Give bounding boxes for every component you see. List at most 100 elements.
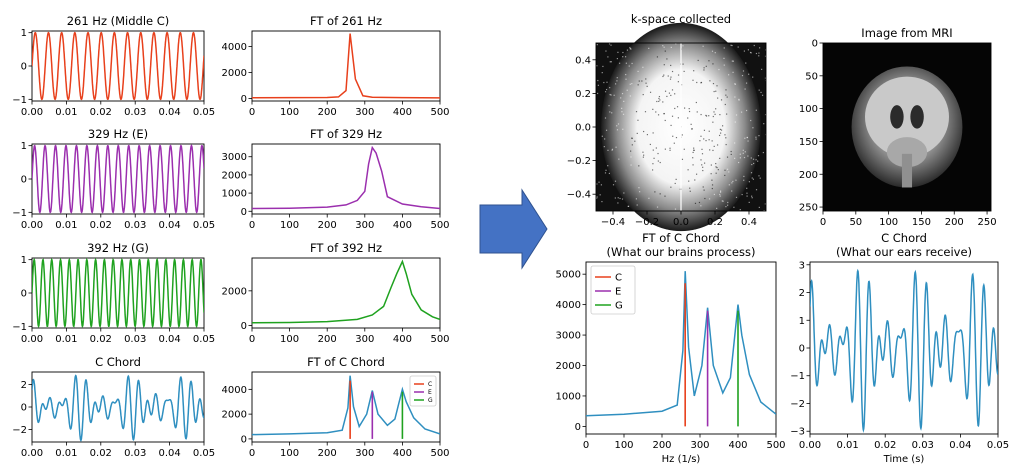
- kspace-speckle: [668, 92, 671, 94]
- chart-title: Image from MRI: [861, 26, 952, 40]
- kspace-speckle: [702, 186, 704, 188]
- kspace-speckle: [670, 64, 672, 67]
- kspace-speckle: [672, 135, 674, 137]
- kspace-speckle: [664, 119, 666, 122]
- x-tick-label: 0.01: [836, 440, 858, 451]
- kspace-speckle: [638, 165, 640, 167]
- kspace-speckle: [604, 117, 607, 119]
- y-tick-label: 2000: [222, 286, 247, 297]
- kspace-speckle: [693, 147, 695, 149]
- kspace-speckle: [608, 43, 611, 45]
- y-tick-label: 0: [575, 422, 581, 433]
- kspace-speckle: [627, 205, 629, 207]
- kspace-speckle: [609, 61, 611, 63]
- kspace-speckle: [711, 140, 713, 142]
- y-tick-label: 4000: [556, 300, 581, 311]
- kspace-speckle: [761, 68, 763, 70]
- kspace-speckle: [652, 132, 654, 134]
- kspace-speckle: [662, 75, 664, 78]
- y-tick-label: 3000: [222, 152, 247, 163]
- kspace-speckle: [743, 156, 746, 159]
- kspace-speckle: [758, 52, 760, 54]
- kspace-speckle: [752, 178, 755, 180]
- y-tick-label: 0: [799, 344, 805, 355]
- kspace-speckle: [726, 168, 729, 170]
- kspace-speckle: [674, 93, 676, 95]
- kspace-speckle: [688, 108, 690, 110]
- kspace-speckle: [744, 151, 746, 153]
- kspace-speckle: [712, 149, 714, 152]
- kspace-speckle: [670, 186, 672, 188]
- x-tick-label: 0.02: [874, 440, 896, 451]
- kspace-speckle: [649, 143, 651, 146]
- kspace-speckle: [742, 149, 744, 151]
- kspace-speckle: [687, 169, 689, 171]
- kspace-speckle: [608, 172, 611, 175]
- kspace-speckle: [658, 97, 660, 100]
- y-tick-label: 150: [799, 137, 818, 148]
- kspace-speckle: [604, 138, 606, 140]
- kspace-speckle: [720, 129, 723, 131]
- kspace-speckle: [759, 177, 761, 179]
- y-tick-label: 3000: [556, 331, 581, 342]
- kspace-speckle: [681, 134, 683, 136]
- kspace-speckle: [674, 208, 677, 210]
- kspace-speckle: [630, 156, 632, 158]
- kspace-speckle: [753, 162, 755, 165]
- kspace-speckle: [724, 174, 726, 177]
- chart-title: 329 Hz (E): [88, 127, 148, 141]
- kspace-speckle: [699, 140, 701, 142]
- kspace-speckle: [701, 153, 704, 155]
- kspace-speckle: [745, 62, 747, 64]
- kspace-speckle: [637, 119, 639, 121]
- kspace-speckle: [705, 115, 708, 117]
- chart-title: FT of 261 Hz: [310, 14, 382, 28]
- y-tick-label: 2000: [222, 170, 247, 181]
- kspace-speckle: [724, 134, 726, 136]
- kspace-speckle: [702, 169, 704, 172]
- kspace-speckle: [734, 83, 737, 85]
- y-tick-label: 0: [21, 289, 27, 300]
- kspace-speckle: [671, 89, 674, 91]
- kspace-speckle: [734, 83, 736, 85]
- kspace-speckle: [734, 157, 736, 159]
- kspace-speckle: [600, 184, 603, 186]
- kspace-speckle: [703, 69, 705, 71]
- y-tick-label: 0: [21, 62, 27, 73]
- kspace-speckle: [716, 166, 718, 169]
- kspace-speckle: [624, 56, 627, 58]
- kspace-speckle: [612, 184, 615, 186]
- kspace-speckle: [671, 70, 674, 73]
- kspace-speckle: [700, 159, 702, 161]
- kspace-speckle: [620, 97, 622, 99]
- kspace-speckle: [747, 140, 749, 142]
- x-tick-label: 300: [355, 448, 374, 459]
- kspace-speckle: [731, 182, 733, 184]
- kspace-speckle: [725, 89, 727, 91]
- y-tick-label: −1: [790, 371, 805, 382]
- y-tick-label: 200: [799, 170, 818, 181]
- x-tick-label: 300: [355, 334, 374, 345]
- kspace-speckle: [710, 164, 712, 166]
- kspace-speckle: [725, 137, 727, 139]
- kspace-speckle: [675, 43, 677, 45]
- kspace-speckle: [709, 149, 711, 151]
- x-tick-label: 100: [280, 448, 299, 459]
- legend-label: C: [615, 273, 622, 284]
- kspace-speckle: [751, 195, 753, 197]
- kspace-speckle: [649, 91, 652, 93]
- kspace-speckle: [703, 129, 706, 131]
- x-tick-label: 500: [430, 107, 449, 118]
- kspace-speckle: [712, 63, 714, 65]
- kspace-speckle: [621, 198, 624, 200]
- axes-frame: [251, 371, 441, 443]
- kspace-speckle: [601, 200, 603, 203]
- kspace-speckle: [657, 152, 659, 155]
- kspace-speckle: [702, 166, 704, 168]
- kspace-speckle: [717, 169, 719, 171]
- kspace-speckle: [662, 101, 664, 103]
- kspace-speckle: [658, 95, 661, 98]
- kspace-speckle: [674, 182, 676, 185]
- kspace-speckle: [760, 91, 762, 94]
